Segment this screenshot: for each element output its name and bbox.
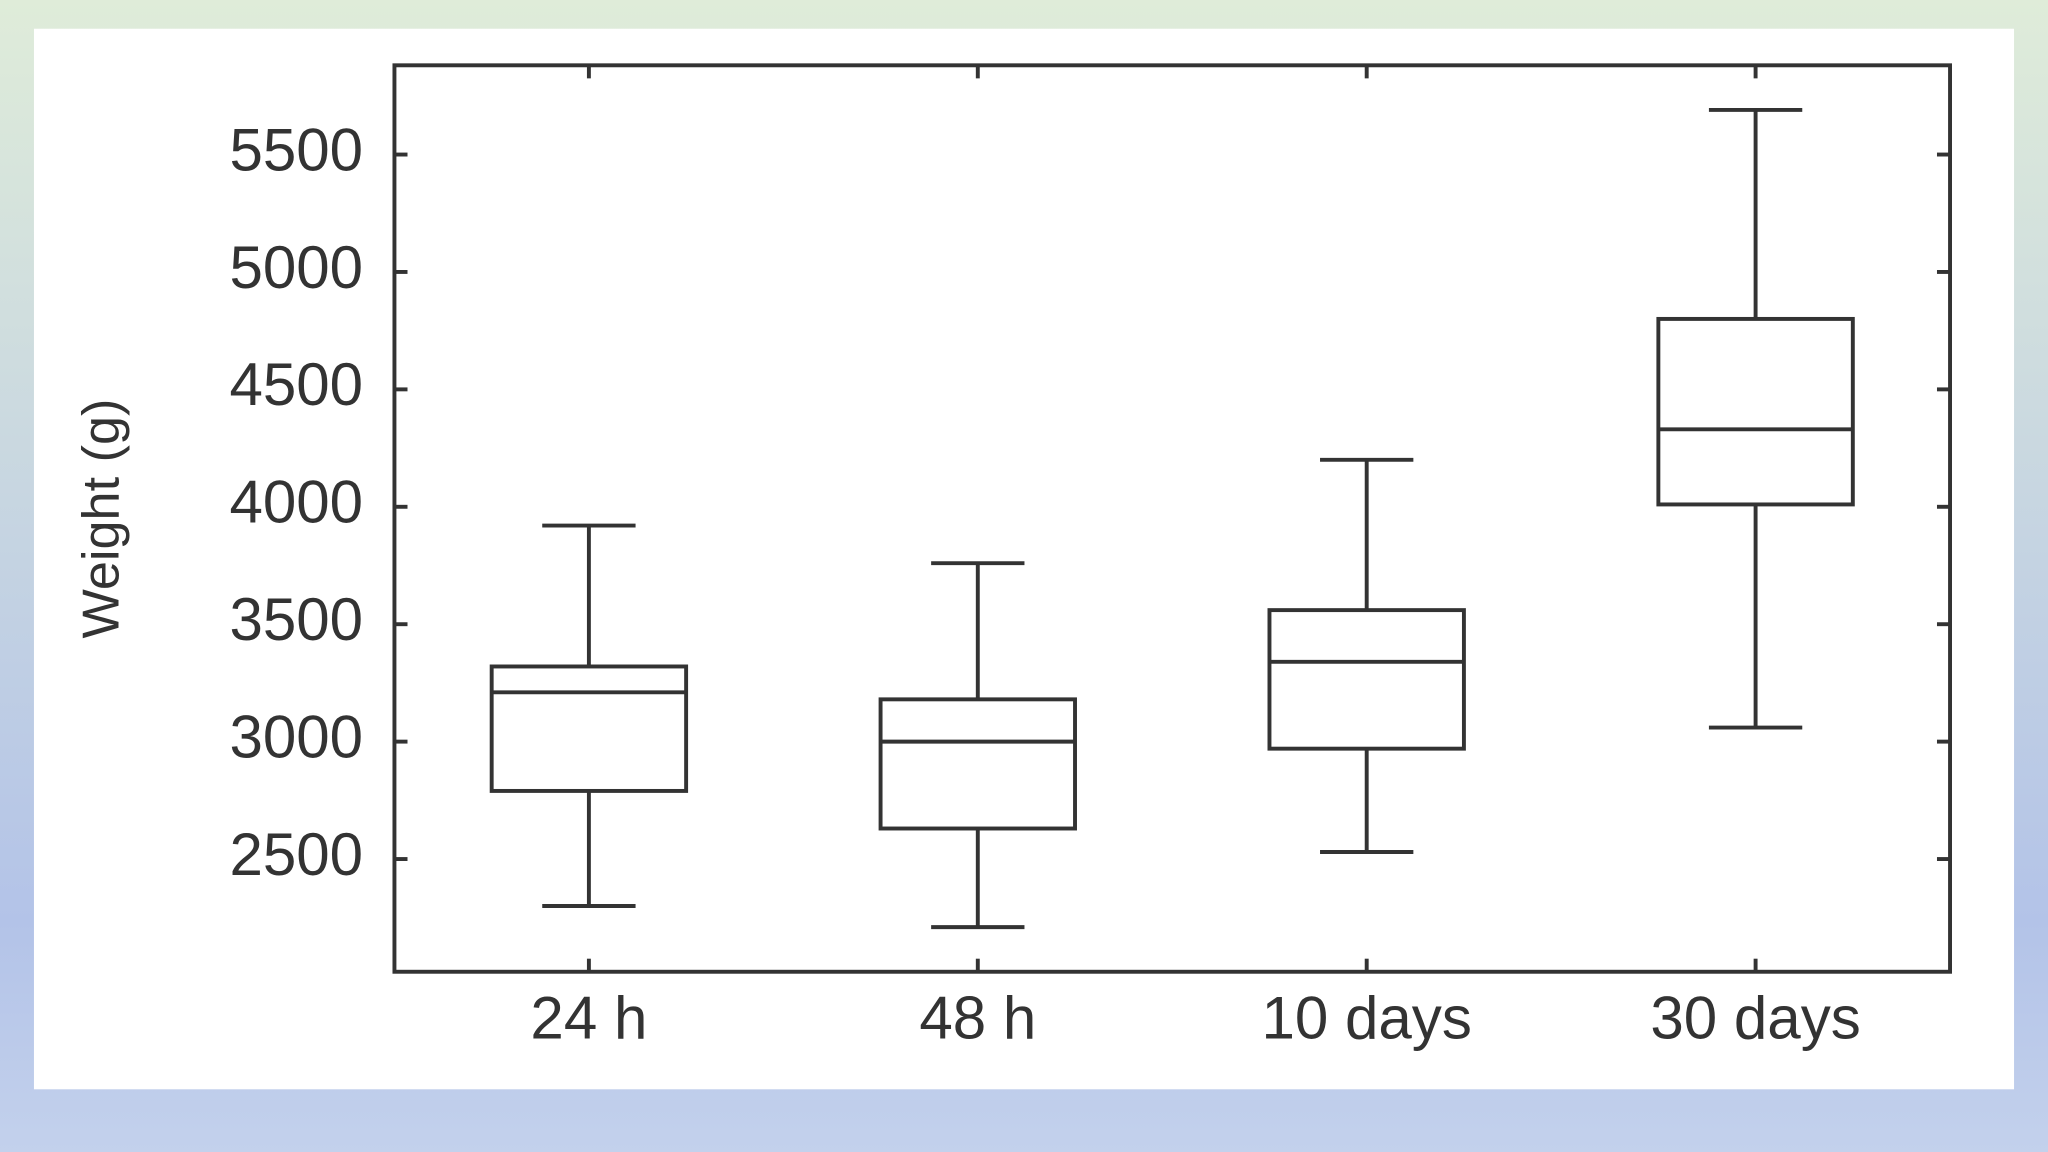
y-tick-label: 5000 xyxy=(229,234,363,301)
y-tick-label: 4000 xyxy=(229,469,363,536)
box xyxy=(489,664,689,793)
y-tick-label: 3500 xyxy=(229,586,363,653)
x-tick-label: 10 days xyxy=(1261,985,1471,1052)
y-tick-label: 4500 xyxy=(229,351,363,418)
x-tick-label: 24 h xyxy=(530,985,647,1052)
y-axis-label: Weight (g) xyxy=(72,399,130,639)
y-tick-label: 5500 xyxy=(229,116,363,183)
plot-frame xyxy=(392,63,1952,974)
box xyxy=(1656,316,1855,507)
y-tick-label: 2500 xyxy=(229,821,363,888)
box xyxy=(878,697,1077,831)
x-tick-label: 48 h xyxy=(919,985,1036,1052)
x-tick-label: 30 days xyxy=(1650,985,1860,1052)
panel xyxy=(33,28,2015,1090)
box xyxy=(1267,608,1466,751)
y-tick-label: 3000 xyxy=(229,703,363,770)
